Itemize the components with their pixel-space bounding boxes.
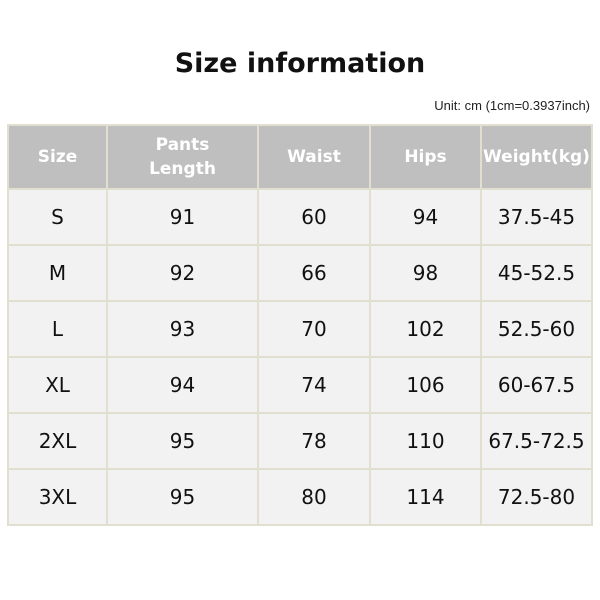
cell-size: S xyxy=(7,188,108,246)
cell-size: 2XL xyxy=(7,412,108,470)
cell-size: 3XL xyxy=(7,468,108,526)
header-weight: Weight(kg) xyxy=(480,124,593,190)
cell-pants-length: 92 xyxy=(106,244,259,302)
header-size: Size xyxy=(7,124,108,190)
header-row: Size Pants Length Waist Hips Weight(kg) xyxy=(7,124,593,190)
cell-pants-length: 94 xyxy=(106,356,259,414)
header-pants-length: Pants Length xyxy=(106,124,259,190)
table-row: M 92 66 98 45-52.5 xyxy=(7,244,593,302)
table-row: S 91 60 94 37.5-45 xyxy=(7,188,593,246)
cell-hips: 114 xyxy=(369,468,482,526)
cell-waist: 80 xyxy=(257,468,371,526)
cell-hips: 110 xyxy=(369,412,482,470)
cell-waist: 70 xyxy=(257,300,371,358)
cell-weight: 52.5-60 xyxy=(480,300,593,358)
cell-waist: 74 xyxy=(257,356,371,414)
cell-waist: 78 xyxy=(257,412,371,470)
table-row: 2XL 95 78 110 67.5-72.5 xyxy=(7,412,593,470)
cell-weight: 72.5-80 xyxy=(480,468,593,526)
table-row: XL 94 74 106 60-67.5 xyxy=(7,356,593,414)
header-hips: Hips xyxy=(369,124,482,190)
cell-weight: 60-67.5 xyxy=(480,356,593,414)
cell-pants-length: 93 xyxy=(106,300,259,358)
cell-hips: 98 xyxy=(369,244,482,302)
header-waist: Waist xyxy=(257,124,371,190)
table-row: 3XL 95 80 114 72.5-80 xyxy=(7,468,593,526)
cell-size: XL xyxy=(7,356,108,414)
cell-waist: 66 xyxy=(257,244,371,302)
cell-hips: 102 xyxy=(369,300,482,358)
cell-hips: 94 xyxy=(369,188,482,246)
cell-size: L xyxy=(7,300,108,358)
cell-weight: 37.5-45 xyxy=(480,188,593,246)
cell-hips: 106 xyxy=(369,356,482,414)
table-row: L 93 70 102 52.5-60 xyxy=(7,300,593,358)
size-table: Size Pants Length Waist Hips Weight(kg) … xyxy=(7,124,593,526)
cell-waist: 60 xyxy=(257,188,371,246)
cell-size: M xyxy=(7,244,108,302)
unit-note: Unit: cm (1cm=0.3937inch) xyxy=(434,98,590,113)
cell-pants-length: 95 xyxy=(106,412,259,470)
cell-pants-length: 91 xyxy=(106,188,259,246)
cell-weight: 45-52.5 xyxy=(480,244,593,302)
cell-weight: 67.5-72.5 xyxy=(480,412,593,470)
cell-pants-length: 95 xyxy=(106,468,259,526)
page-title: Size information xyxy=(174,48,426,79)
